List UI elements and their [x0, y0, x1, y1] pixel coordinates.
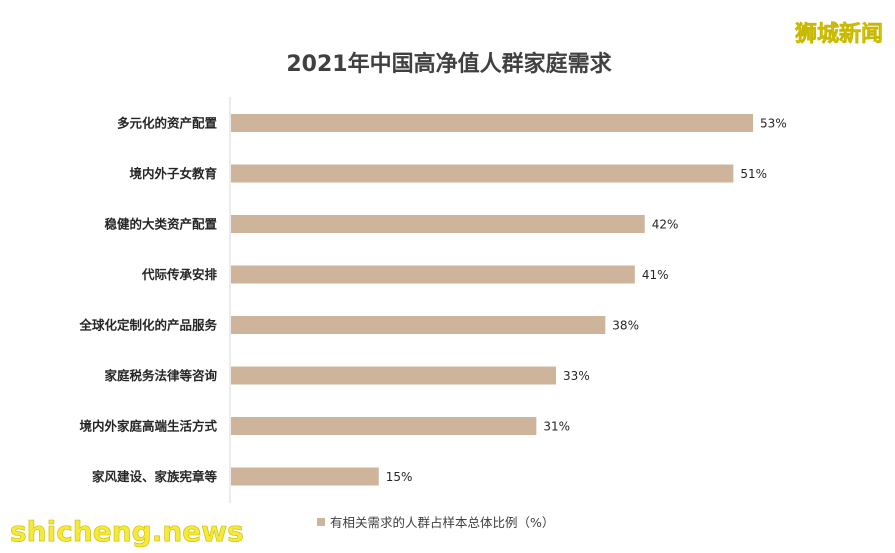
category-label: 家风建设、家族宪章等 [92, 469, 218, 484]
legend-label: 有相关需求的人群占样本总体比例（%） [330, 515, 554, 530]
bar [231, 164, 734, 183]
value-label: 15% [386, 470, 413, 484]
bars-group: 多元化的资产配置 53% 境内外子女教育 51% 稳健的大类资产配置 42% 代际传承安排 4… [78, 114, 787, 486]
category-label: 代际传承安排 [141, 267, 218, 282]
category-label: 家庭税务法律等咨询 [104, 368, 217, 383]
bar [231, 467, 379, 486]
chart-title: 2021年中国高净值人群家庭需求 [286, 51, 611, 77]
value-label: 38% [612, 319, 639, 333]
bar [231, 265, 635, 284]
legend: 有相关需求的人群占样本总体比例（%） [317, 515, 554, 530]
watermark-top: 狮城新闻 [795, 21, 883, 47]
bar [231, 366, 557, 385]
value-label: 42% [652, 218, 679, 232]
bar [231, 215, 645, 233]
legend-swatch [317, 518, 325, 526]
category-label: 多元化的资产配置 [117, 116, 218, 131]
watermark-bottom: shicheng.news [10, 515, 244, 548]
bar [231, 114, 754, 132]
bar [231, 417, 537, 435]
category-label: 全球化定制化的产品服务 [78, 318, 217, 333]
value-label: 51% [740, 167, 767, 181]
category-label: 境内外子女教育 [129, 166, 217, 181]
category-label: 境内外家庭高端生活方式 [79, 419, 217, 434]
value-label: 53% [760, 117, 787, 131]
value-label: 31% [543, 420, 570, 434]
bar [231, 316, 606, 334]
value-label: 33% [563, 369, 590, 383]
value-label: 41% [642, 268, 669, 282]
category-label: 稳健的大类资产配置 [104, 217, 217, 232]
